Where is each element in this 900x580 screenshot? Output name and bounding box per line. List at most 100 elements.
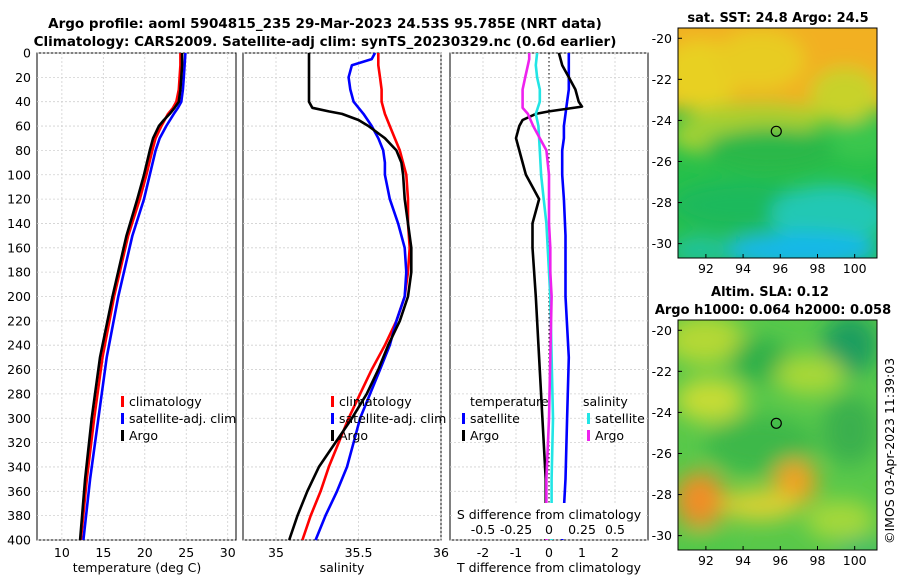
map-y-tick-label: -24 <box>652 405 672 420</box>
legend-swatch-climatology <box>121 396 124 407</box>
y-tick-label: 100 <box>7 167 31 182</box>
y-tick-label: 260 <box>7 362 31 377</box>
legend-label-t-argo: Argo <box>470 428 499 443</box>
sla-map-subtitle: Argo h1000: 0.064 h2000: 0.058 <box>655 303 891 318</box>
map-y-tick-label: -20 <box>652 323 672 338</box>
x-tick-label: 25 <box>178 545 194 560</box>
y-tick-label: 160 <box>7 240 31 255</box>
legend-label-t-satellite: satellite <box>470 411 520 426</box>
series-line-s-satellite <box>534 52 555 540</box>
series-line-t-argo <box>514 52 584 540</box>
x-tick-label: -1 <box>510 545 522 560</box>
sla-map-title: Altim. SLA: 0.12 <box>711 285 829 300</box>
argo-location-marker <box>770 417 782 429</box>
x-tick-label: 20 <box>137 545 153 560</box>
map-y-tick-label: -26 <box>652 154 672 169</box>
legend-title-temperature: temperature <box>470 394 549 409</box>
series-line-climatology <box>79 53 182 541</box>
y-tick-label: 80 <box>15 143 31 158</box>
map-x-tick-label: 94 <box>735 261 751 276</box>
y-tick-label: 280 <box>7 386 31 401</box>
y-tick-label: 400 <box>7 533 31 548</box>
salinity-xlabel: salinity <box>320 560 365 575</box>
map-y-tick-label: -22 <box>652 364 672 379</box>
map-y-tick-label: -26 <box>652 446 672 461</box>
legend-label-s-satellite: satellite <box>595 411 645 426</box>
sst-field <box>678 28 877 258</box>
y-tick-label: 140 <box>7 216 31 231</box>
legend-label-climatology: climatology <box>129 394 202 409</box>
temperature-legend: climatology satellite-adj. clim Argo <box>121 394 236 443</box>
s-difference-label: S difference from climatology <box>457 507 642 522</box>
legend-label-s-argo: Argo <box>595 428 624 443</box>
legend-swatch-t-satellite <box>462 413 465 424</box>
difference-xlabel: T difference from climatology <box>456 560 642 575</box>
map-y-tick-label: -24 <box>652 113 672 128</box>
map-x-tick-label: 100 <box>843 553 867 568</box>
map-x-tick-label: 96 <box>772 261 788 276</box>
x-tick-label: 10 <box>54 545 70 560</box>
legend-swatch-satellite <box>331 413 334 424</box>
figure-title-line1: Argo profile: aoml 5904815_235 29-Mar-20… <box>48 16 602 32</box>
map-x-tick-label: 94 <box>735 553 751 568</box>
legend-swatch-s-satellite <box>587 413 590 424</box>
legend-title-salinity: salinity <box>583 394 628 409</box>
legend-label-climatology: climatology <box>339 394 412 409</box>
x-tick-label: 35.5 <box>345 545 373 560</box>
x-tick-label: -2 <box>477 545 489 560</box>
temperature-xlabel: temperature (deg C) <box>73 560 202 575</box>
sla-field <box>678 320 877 550</box>
x-tick-label: 1 <box>578 545 586 560</box>
y-tick-label: 20 <box>15 70 31 85</box>
legend-swatch-t-argo <box>462 430 465 441</box>
legend-swatch-satellite <box>121 413 124 424</box>
y-tick-label: 220 <box>7 313 31 328</box>
x-tick-label: 30 <box>220 545 236 560</box>
x-tick-label: 15 <box>95 545 111 560</box>
series-line-satellite-adj-clim <box>82 52 187 541</box>
sst-map-frame <box>677 27 878 259</box>
imos-credit: ©IMOS 03-Apr-2023 11:39:03 <box>882 358 897 544</box>
legend-swatch-s-argo <box>587 430 590 441</box>
s-tick-label: 0.25 <box>568 522 596 537</box>
sst-map: sat. SST: 24.8 Argo: 24.5 92 94 96 98 100 -2… <box>652 11 878 276</box>
x-tick-label: 35 <box>268 545 284 560</box>
map-y-tick-label: -20 <box>652 31 672 46</box>
y-tick-label: 320 <box>7 435 31 450</box>
y-tick-label: 340 <box>7 459 31 474</box>
temperature-panel: 0 20 40 60 80 100 120 140 160 180 200 220 240 260 280 3… <box>7 46 237 575</box>
series-line-argo <box>78 53 184 541</box>
map-x-tick-label: 98 <box>810 553 826 568</box>
series-line-s-argo <box>521 53 553 540</box>
s-tick-label: -0.5 <box>471 522 495 537</box>
sst-map-title: sat. SST: 24.8 Argo: 24.5 <box>687 11 868 26</box>
legend-label-argo: Argo <box>339 428 368 443</box>
y-tick-label: 200 <box>7 289 31 304</box>
map-y-tick-label: -28 <box>652 487 672 502</box>
y-tick-label: 300 <box>7 411 31 426</box>
map-y-tick-label: -22 <box>652 72 672 87</box>
series-line-climatology <box>301 53 412 541</box>
map-x-tick-label: 96 <box>772 553 788 568</box>
y-tick-label: 120 <box>7 192 31 207</box>
x-tick-label: 0 <box>545 545 553 560</box>
legend-swatch-argo <box>121 430 124 441</box>
map-y-tick-label: -30 <box>652 528 672 543</box>
map-x-tick-label: 92 <box>698 261 714 276</box>
map-x-tick-label: 100 <box>843 261 867 276</box>
map-y-tick-label: -28 <box>652 195 672 210</box>
x-tick-label: 36 <box>433 545 449 560</box>
series-line-satellite-adj-clim <box>314 52 408 541</box>
y-tick-label: 380 <box>7 508 31 523</box>
figure-title-line2: Climatology: CARS2009. Satellite-adj cli… <box>34 34 617 50</box>
legend-label-satellite: satellite-adj. clim <box>129 411 236 426</box>
salinity-panel: 35 35.5 36 salinity climatology satellite-… <box>242 52 449 575</box>
difference-panel: -2 -1 0 1 2 T difference from climatology S … <box>449 52 649 575</box>
s-axis-backdrop <box>452 503 646 539</box>
s-tick-label: 0 <box>545 522 553 537</box>
sla-map-frame <box>677 319 878 551</box>
map-x-tick-label: 92 <box>698 553 714 568</box>
argo-location-marker <box>770 125 782 137</box>
series-line-argo <box>287 53 413 541</box>
legend-swatch-climatology <box>331 396 334 407</box>
